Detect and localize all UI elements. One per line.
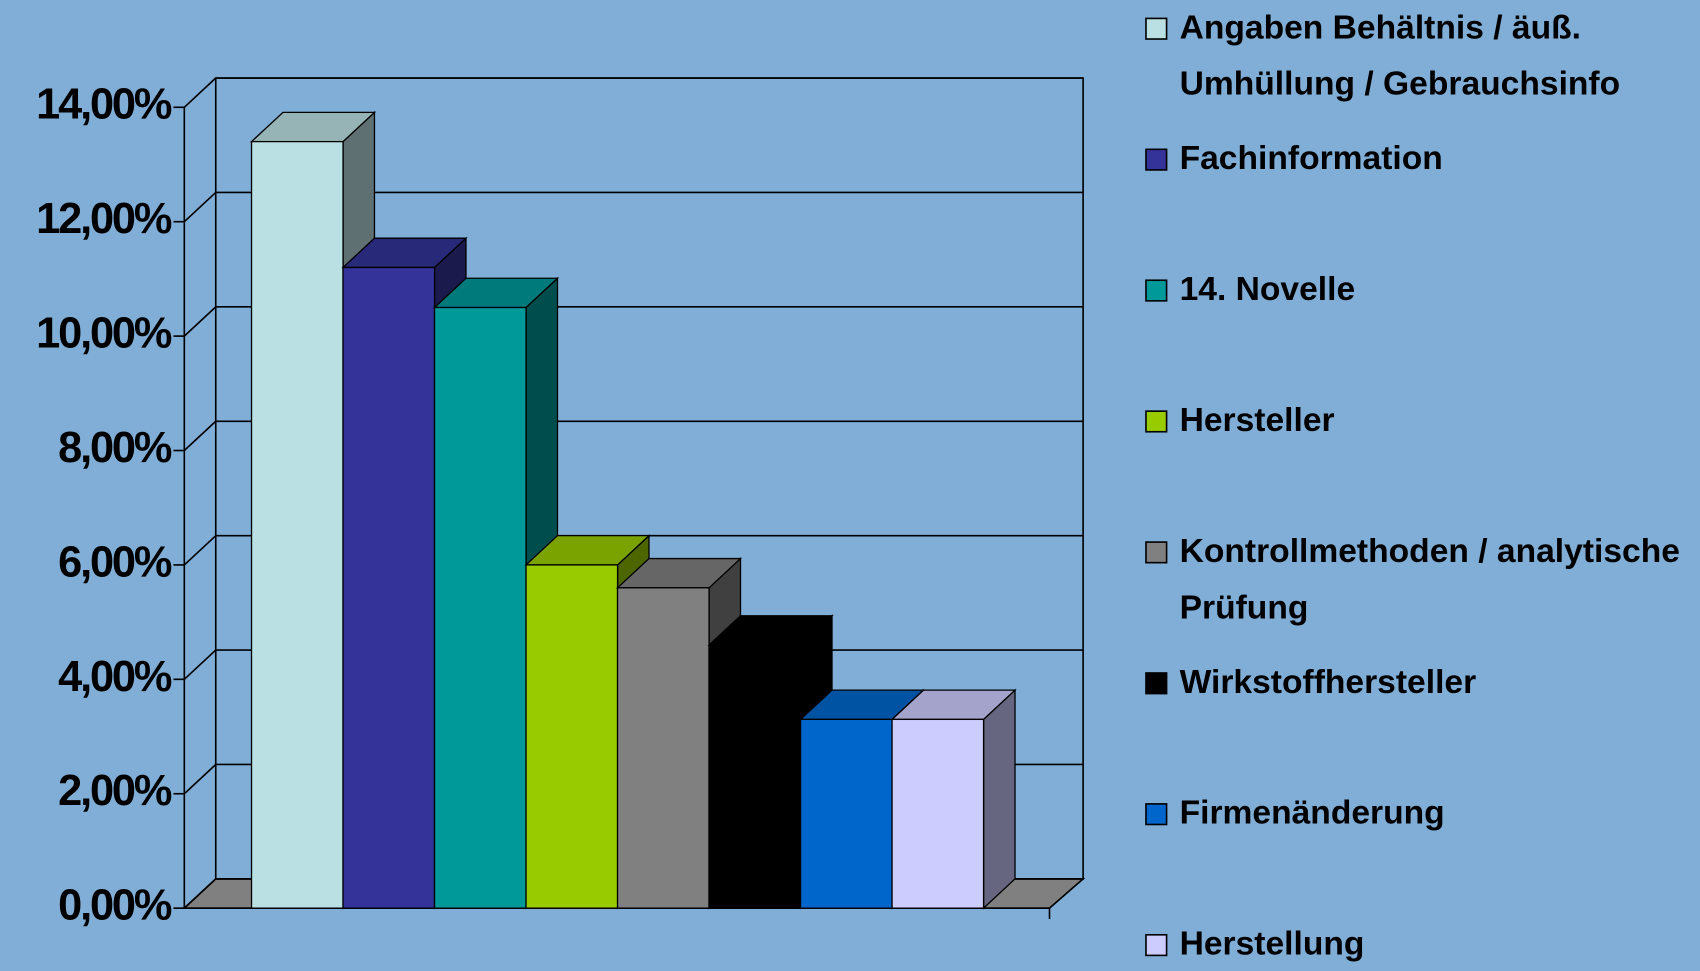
bar bbox=[250, 140, 344, 909]
legend-label: Herstellung bbox=[1180, 926, 1365, 963]
bar bbox=[433, 306, 527, 909]
legend-line: Fachinformation bbox=[1180, 140, 1443, 177]
legend-swatch bbox=[1145, 541, 1168, 564]
legend-line: Wirkstoffhersteller bbox=[1180, 664, 1477, 701]
legend-swatch bbox=[1145, 148, 1168, 171]
grid-line-side bbox=[183, 191, 217, 223]
legend-swatch bbox=[1145, 672, 1168, 695]
legend-swatch bbox=[1145, 17, 1168, 40]
grid-line-side bbox=[183, 878, 217, 909]
legend-line: 14. Novelle bbox=[1180, 271, 1356, 308]
legend-label: Hersteller bbox=[1180, 402, 1335, 439]
grid-line-side bbox=[183, 420, 217, 452]
legend-label: Wirkstoffhersteller bbox=[1180, 664, 1477, 701]
bar bbox=[342, 266, 436, 909]
legend-swatch bbox=[1145, 279, 1168, 302]
legend-line: Umhüllung / Gebrauchsinfo bbox=[1180, 65, 1621, 102]
grid-line-side bbox=[183, 535, 217, 566]
legend-line: Firmenänderung bbox=[1180, 795, 1445, 832]
grid-line-side bbox=[183, 649, 217, 680]
legend-line: Hersteller bbox=[1180, 402, 1335, 439]
legend-line: Prüfung bbox=[1180, 589, 1309, 626]
legend-swatch bbox=[1145, 803, 1168, 826]
grid-line-side bbox=[183, 306, 217, 337]
legend-swatch bbox=[1145, 933, 1168, 957]
bar bbox=[891, 718, 985, 909]
grid-line-side bbox=[183, 77, 217, 108]
y-tick-label: 10,00% bbox=[36, 310, 172, 358]
bar bbox=[799, 718, 893, 909]
grid-line-side bbox=[183, 763, 217, 795]
y-tick-label: 14,00% bbox=[36, 81, 172, 129]
y-tick-label: 2,00% bbox=[58, 767, 172, 815]
legend-line: Angaben Behältnis / äuß. bbox=[1180, 9, 1581, 46]
y-tick-label: 4,00% bbox=[58, 653, 172, 701]
legend-label: 14. Novelle bbox=[1180, 271, 1356, 308]
legend-swatch bbox=[1145, 410, 1168, 433]
legend-label: Angaben Behältnis / äuß. Umhüllung / Gebr… bbox=[1180, 9, 1621, 102]
y-tick-label: 12,00% bbox=[36, 195, 172, 243]
legend-line: Kontrollmethoden / analytische bbox=[1180, 533, 1680, 570]
legend-line: Herstellung bbox=[1180, 926, 1365, 963]
bar bbox=[708, 644, 802, 909]
y-tick-label: 8,00% bbox=[58, 424, 172, 472]
bar bbox=[616, 587, 710, 909]
y-tick-label: 0,00% bbox=[58, 882, 172, 930]
bar bbox=[525, 564, 619, 909]
legend-label: Fachinformation bbox=[1180, 140, 1443, 177]
y-tick-label: 6,00% bbox=[58, 538, 172, 586]
bar-side bbox=[982, 688, 1016, 910]
legend-label: Kontrollmethoden / analytische Prüfung bbox=[1180, 533, 1680, 626]
legend-label: Firmenänderung bbox=[1180, 795, 1445, 832]
